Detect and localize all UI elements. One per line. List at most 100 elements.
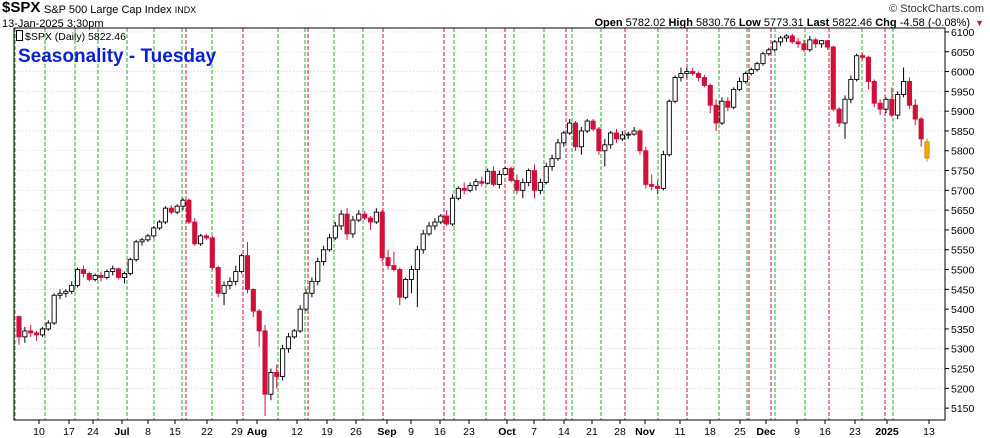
candle-body (631, 130, 637, 135)
candle-body (567, 122, 573, 134)
low-value: 5773.31 (763, 17, 804, 29)
candle-body (543, 166, 549, 183)
candle-body (707, 84, 713, 106)
candle-body (684, 71, 690, 74)
candle-body (795, 41, 801, 45)
candle-body (865, 56, 871, 82)
chg-value: -4.58 (-0.08%) (899, 17, 970, 29)
candle-body (250, 288, 256, 312)
candle-body (461, 187, 467, 191)
candle-body (895, 94, 901, 116)
high-label: High (668, 17, 693, 29)
candle-body (649, 183, 655, 187)
candle-body (695, 73, 702, 78)
x-tick-label: Nov (635, 426, 655, 438)
candle-body (912, 104, 918, 120)
candle-body (813, 39, 819, 45)
y-tick-label: 5450 (951, 284, 975, 296)
x-tick-label: 8 (145, 426, 151, 438)
candle-body (713, 104, 719, 124)
candles (16, 33, 930, 417)
candle-body (45, 322, 51, 330)
candle-body (321, 249, 327, 263)
y-tick-label: 5700 (951, 185, 975, 197)
candle-body (121, 273, 128, 278)
candle-body (22, 330, 28, 338)
x-tick-label: 28 (614, 426, 626, 438)
x-tick-label: 9 (408, 426, 414, 438)
candle-body (654, 185, 661, 189)
candle-body (672, 77, 678, 102)
candle-body (701, 77, 707, 86)
candle-body (584, 120, 590, 132)
candle-body (502, 168, 508, 175)
plot-frame (13, 27, 946, 421)
candle-body (104, 271, 110, 278)
candle-body (625, 133, 631, 136)
candle-body (836, 108, 842, 124)
candle-body (514, 179, 520, 191)
x-tick-label: 19 (321, 426, 333, 438)
candle-body (766, 49, 772, 55)
candle-body (75, 269, 81, 286)
x-tick-label: 10 (33, 426, 45, 438)
candle-body (555, 142, 561, 160)
x-tick-label: 21 (586, 426, 598, 438)
x-tick-label: 16 (819, 426, 831, 438)
legend-text: $SPX (Daily) 5822.46 (25, 31, 126, 43)
y-axis: 5150 5200 5250 5300 5350 5400 5450 5500 5550 5600… (945, 27, 975, 415)
candle-body (742, 73, 748, 82)
y-tick-label: 5500 (951, 265, 975, 277)
candle-body (180, 199, 186, 207)
candle-body (578, 130, 584, 148)
candle-body (403, 278, 409, 298)
x-tick-label: 23 (463, 426, 475, 438)
candle-body (63, 290, 69, 294)
candle-body (924, 141, 930, 159)
y-tick-label: 5400 (951, 304, 975, 316)
candle-body (508, 168, 514, 181)
candle-body (291, 330, 297, 338)
candle-body (391, 265, 397, 270)
candle-body (344, 213, 350, 235)
candle-body (98, 275, 104, 278)
candle-body (860, 55, 866, 58)
candle-body (637, 130, 643, 152)
candle-body (303, 292, 309, 310)
candle-body (678, 73, 684, 78)
candle-body (367, 217, 374, 223)
candle-body (373, 211, 379, 223)
candle-body (608, 132, 614, 146)
candle-body (408, 269, 415, 280)
y-tick-label: 6000 (951, 67, 975, 79)
exchange: INDX (174, 5, 197, 15)
candle-body (479, 181, 485, 184)
candle-body (444, 215, 450, 225)
candle-body (110, 268, 116, 272)
candle-body (731, 88, 737, 108)
candle-body (151, 227, 157, 237)
candle-body (619, 134, 625, 140)
candle-body (736, 81, 743, 90)
candle-body (871, 81, 877, 104)
y-tick-label: 5200 (951, 383, 975, 395)
candle-body (613, 132, 620, 140)
x-tick-label: 26 (350, 426, 362, 438)
candle-body (157, 221, 163, 229)
open-value: 5782.02 (625, 17, 666, 29)
y-tick-label: 5150 (951, 403, 975, 415)
x-tick-label: Jul (114, 426, 129, 438)
y-tick-label: 5600 (951, 225, 975, 237)
candle-body (127, 259, 133, 274)
candle-body (590, 120, 596, 130)
x-tick-label: 14 (558, 426, 570, 438)
candle-body (350, 219, 356, 235)
candle-body (801, 43, 807, 51)
candle-body (824, 40, 830, 48)
x-tick-label: 22 (201, 426, 213, 438)
candle-body (561, 132, 567, 144)
candle-body (397, 269, 403, 298)
candle-body (268, 372, 274, 395)
candle-body (918, 118, 924, 140)
